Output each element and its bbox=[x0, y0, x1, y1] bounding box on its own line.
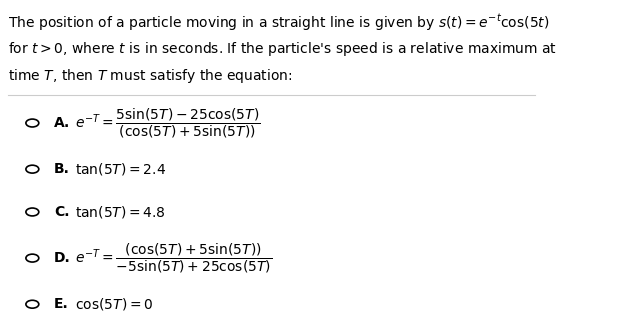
Text: $e^{-T} = \dfrac{(\cos(5T)+5\sin(5T))}{-5\sin(5T)+25\cos(5T)}$: $e^{-T} = \dfrac{(\cos(5T)+5\sin(5T))}{-… bbox=[75, 242, 273, 275]
Text: time $T$, then $T$ must satisfy the equation:: time $T$, then $T$ must satisfy the equa… bbox=[8, 67, 292, 85]
Text: A.: A. bbox=[54, 116, 70, 130]
Text: $\tan(5T) = 4.8$: $\tan(5T) = 4.8$ bbox=[75, 204, 166, 220]
Text: D.: D. bbox=[54, 251, 70, 265]
Text: $\tan(5T) = 2.4$: $\tan(5T) = 2.4$ bbox=[75, 161, 166, 177]
Text: C.: C. bbox=[54, 205, 69, 219]
Text: B.: B. bbox=[54, 162, 70, 176]
Text: for $t > 0$, where $t$ is in seconds. If the particle's speed is a relative maxi: for $t > 0$, where $t$ is in seconds. If… bbox=[8, 40, 557, 58]
Text: $\cos(5T) = 0$: $\cos(5T) = 0$ bbox=[75, 296, 154, 312]
Text: $e^{-T} = \dfrac{5\sin(5T)-25\cos(5T)}{(\cos(5T)+5\sin(5T))}$: $e^{-T} = \dfrac{5\sin(5T)-25\cos(5T)}{(… bbox=[75, 106, 261, 140]
Text: E.: E. bbox=[54, 297, 69, 311]
Text: The position of a particle moving in a straight line is given by $s(t) = e^{-t}\: The position of a particle moving in a s… bbox=[8, 13, 549, 33]
